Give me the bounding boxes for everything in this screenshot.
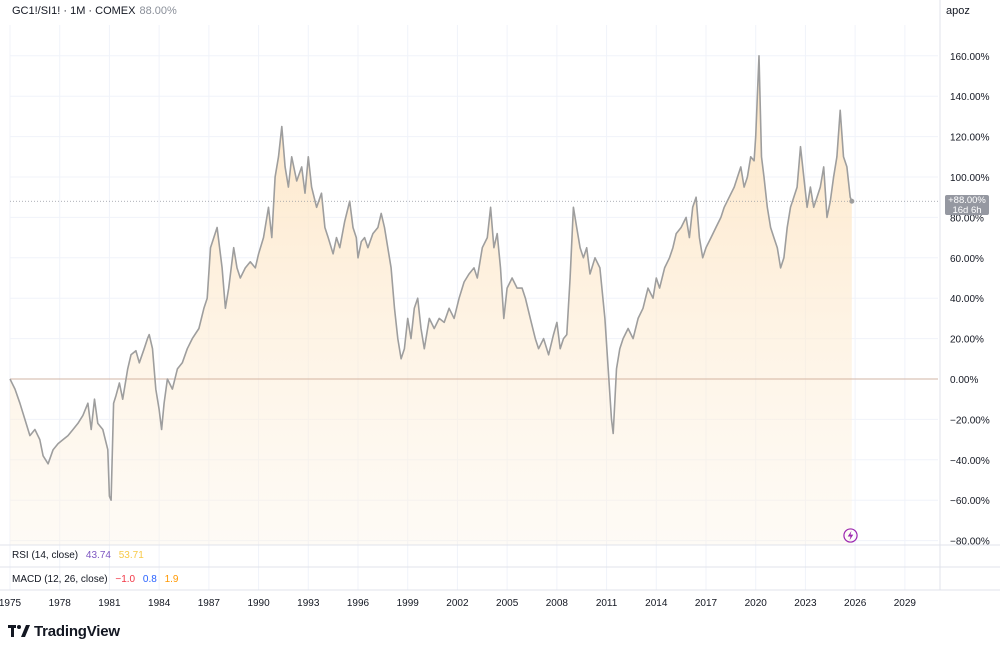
macd-value-1: −1.0 <box>115 574 136 585</box>
last-point <box>849 198 855 204</box>
y-tick-label: −20.00% <box>950 415 990 426</box>
y-tick-label: 160.00% <box>950 52 990 63</box>
macd-label: MACD (12, 26, close) <box>12 574 108 585</box>
x-tick-label: 1978 <box>49 598 72 609</box>
rsi-legend[interactable]: RSI (14, close) 43.74 53.71 <box>12 550 149 561</box>
area-fill <box>10 55 852 546</box>
x-tick-label: 1984 <box>148 598 171 609</box>
y-tick-label: 140.00% <box>950 92 990 103</box>
macd-value-2: 0.8 <box>142 574 157 585</box>
user-label[interactable]: apoz <box>946 5 970 17</box>
rsi-value-2: 53.71 <box>118 550 144 561</box>
series-line <box>9 55 853 501</box>
y-tick-label: 120.00% <box>950 133 990 144</box>
rsi-value-1: 43.74 <box>85 550 111 561</box>
y-tick-label: 20.00% <box>950 335 984 346</box>
x-tick-label: 2029 <box>894 598 917 609</box>
x-tick-label: 2008 <box>546 598 569 609</box>
x-tick-label: 2014 <box>645 598 668 609</box>
macd-value-3: 1.9 <box>164 574 179 585</box>
rsi-label: RSI (14, close) <box>12 550 79 561</box>
x-tick-label: 2023 <box>794 598 817 609</box>
tradingview-logo-icon <box>8 624 30 637</box>
x-tick-label: 1975 <box>0 598 22 609</box>
x-tick-label: 2017 <box>695 598 718 609</box>
macd-legend[interactable]: MACD (12, 26, close) −1.0 0.8 1.9 <box>12 574 184 585</box>
x-tick-label: 2011 <box>596 598 618 609</box>
x-tick-label: 2002 <box>446 598 469 609</box>
last-value: 88.00% <box>139 5 177 17</box>
y-tick-label: 80.00% <box>950 213 984 224</box>
x-tick-label: 1993 <box>297 598 320 609</box>
tradingview-brand[interactable]: TradingView <box>8 623 120 640</box>
symbol-name: GC1!/SI1! · 1M · COMEX <box>12 5 136 17</box>
x-tick-label: 1999 <box>397 598 420 609</box>
price-badge: +88.00% 16d 6h <box>945 195 989 216</box>
x-tick-label: 1981 <box>98 598 121 609</box>
brand-name: TradingView <box>34 623 120 640</box>
y-tick-label: 0.00% <box>950 375 978 386</box>
x-tick-label: 1990 <box>247 598 270 609</box>
y-tick-label: −80.00% <box>950 537 990 548</box>
y-tick-label: −40.00% <box>950 456 990 467</box>
x-tick-label: 2020 <box>745 598 768 609</box>
x-tick-label: 2005 <box>496 598 519 609</box>
y-tick-label: −60.00% <box>950 496 990 507</box>
price-badge-value: +88.00% <box>948 195 986 206</box>
y-tick-label: 40.00% <box>950 294 984 305</box>
x-tick-label: 1996 <box>347 598 370 609</box>
symbol-title: GC1!/SI1! · 1M · COMEX 88.00% <box>12 5 177 17</box>
x-tick-label: 1987 <box>198 598 221 609</box>
price-badge-countdown: 16d 6h <box>952 205 982 216</box>
y-tick-label: 60.00% <box>950 254 984 265</box>
x-tick-label: 2026 <box>844 598 867 609</box>
lightning-bolt-icon[interactable] <box>843 528 858 543</box>
y-tick-label: 100.00% <box>950 173 990 184</box>
